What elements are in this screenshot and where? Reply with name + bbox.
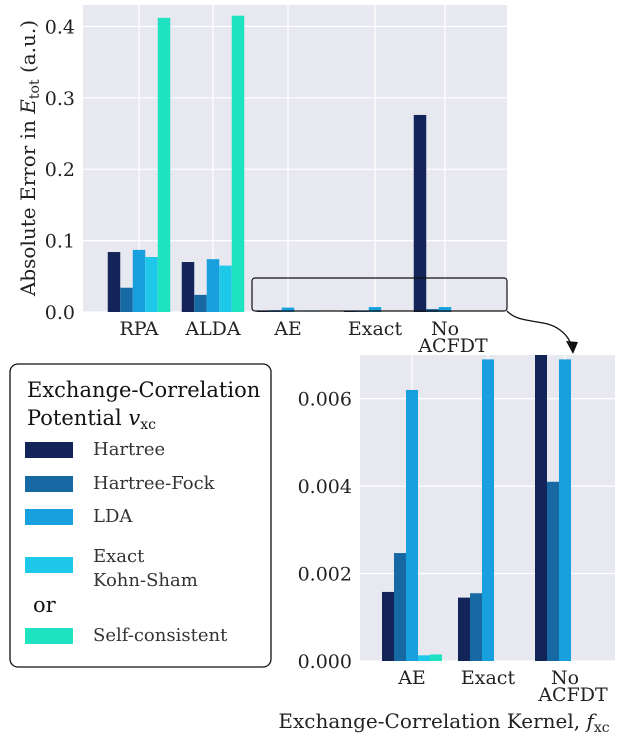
legend-swatch	[25, 628, 73, 644]
y-tick-label: 0.002	[298, 564, 352, 586]
zoom-arrow-head	[566, 341, 578, 354]
bar-lda	[438, 307, 452, 312]
legend: Exchange-Correlation Potential vxc Hartr…	[9, 363, 272, 668]
bar-self-consistent	[430, 654, 442, 661]
x-tick-label: No	[431, 318, 459, 340]
y-axis-label: Absolute Error in Etot (a.u.)	[16, 20, 43, 297]
x-tick-label: ACFDT	[537, 684, 608, 706]
x-axis-label: Exchange-Correlation Kernel, fxc	[278, 709, 609, 734]
legend-swatch	[25, 557, 73, 573]
bar-hartree	[413, 114, 427, 312]
legend-label: Hartree-Fock	[93, 473, 216, 494]
zoom-box	[251, 277, 508, 312]
y-tick-label: 0.004	[298, 476, 352, 498]
bar-exact-kohn-sham	[418, 655, 430, 661]
x-tick-label: ACFDT	[417, 335, 488, 357]
y-tick-label: 0.006	[298, 389, 352, 411]
legend-frame	[9, 363, 272, 668]
legend-label: Kohn-Sham	[93, 570, 198, 591]
bar-exact-kohn-sham	[145, 257, 158, 312]
legend-swatch	[25, 509, 73, 525]
x-tick-label: RPA	[119, 318, 158, 340]
bar-hartree	[458, 597, 470, 661]
bars	[107, 15, 452, 312]
bar-lda	[559, 359, 571, 661]
x-tick-label: Exact	[348, 318, 403, 340]
bar-lda	[281, 307, 295, 312]
legend-label: Exact	[93, 546, 145, 567]
bar-hartree	[535, 355, 547, 661]
bar-self-consistent	[157, 17, 171, 312]
bar-self-consistent	[231, 15, 245, 312]
bar-hartree	[107, 252, 121, 312]
zoom-arrow	[506, 310, 573, 351]
bar-hartree-fock	[394, 553, 406, 661]
legend-label: LDA	[93, 506, 133, 527]
zoom-indicator	[251, 277, 578, 354]
x-tick-label: Exact	[461, 667, 516, 689]
bar-hartree	[382, 591, 394, 661]
legend-swatch	[25, 476, 73, 492]
bar-lda	[482, 359, 494, 661]
bar-hartree-fock	[120, 287, 133, 312]
x-tick-label: No	[551, 667, 579, 689]
bar-lda	[368, 307, 382, 312]
y-tick-label: 0.1	[45, 231, 75, 253]
bar-lda	[206, 259, 220, 312]
legend-label: Hartree	[93, 439, 165, 460]
bar-lda	[132, 249, 146, 312]
legend-title-line1: Exchange-Correlation	[27, 378, 260, 402]
bar-hartree-fock	[470, 593, 482, 661]
legend-title-line2: Potential vxc	[27, 406, 156, 433]
bar-hartree-fock	[194, 294, 207, 312]
y-tick-label: 0.4	[45, 16, 75, 38]
bars	[382, 355, 571, 661]
bar-lda	[406, 389, 418, 661]
bar-hartree	[181, 262, 195, 312]
y-tick-label: 0.2	[45, 159, 75, 181]
legend-or-text: or	[33, 593, 57, 617]
x-tick-label: AE	[273, 318, 302, 340]
bar-exact-kohn-sham	[219, 265, 232, 312]
x-tick-label: AE	[397, 667, 426, 689]
legend-swatch	[25, 442, 73, 458]
x-tick-label: ALDA	[184, 318, 241, 340]
bar-hartree-fock	[547, 481, 559, 661]
y-tick-label: 0.3	[45, 88, 75, 110]
y-tick-label: 0.000	[298, 651, 352, 673]
legend-label: Self-consistent	[93, 625, 228, 646]
y-tick-label: 0.0	[45, 302, 75, 324]
legend-items: Hartree Hartree-Fock LDA Exact Kohn-Sham Self…	[25, 439, 228, 646]
